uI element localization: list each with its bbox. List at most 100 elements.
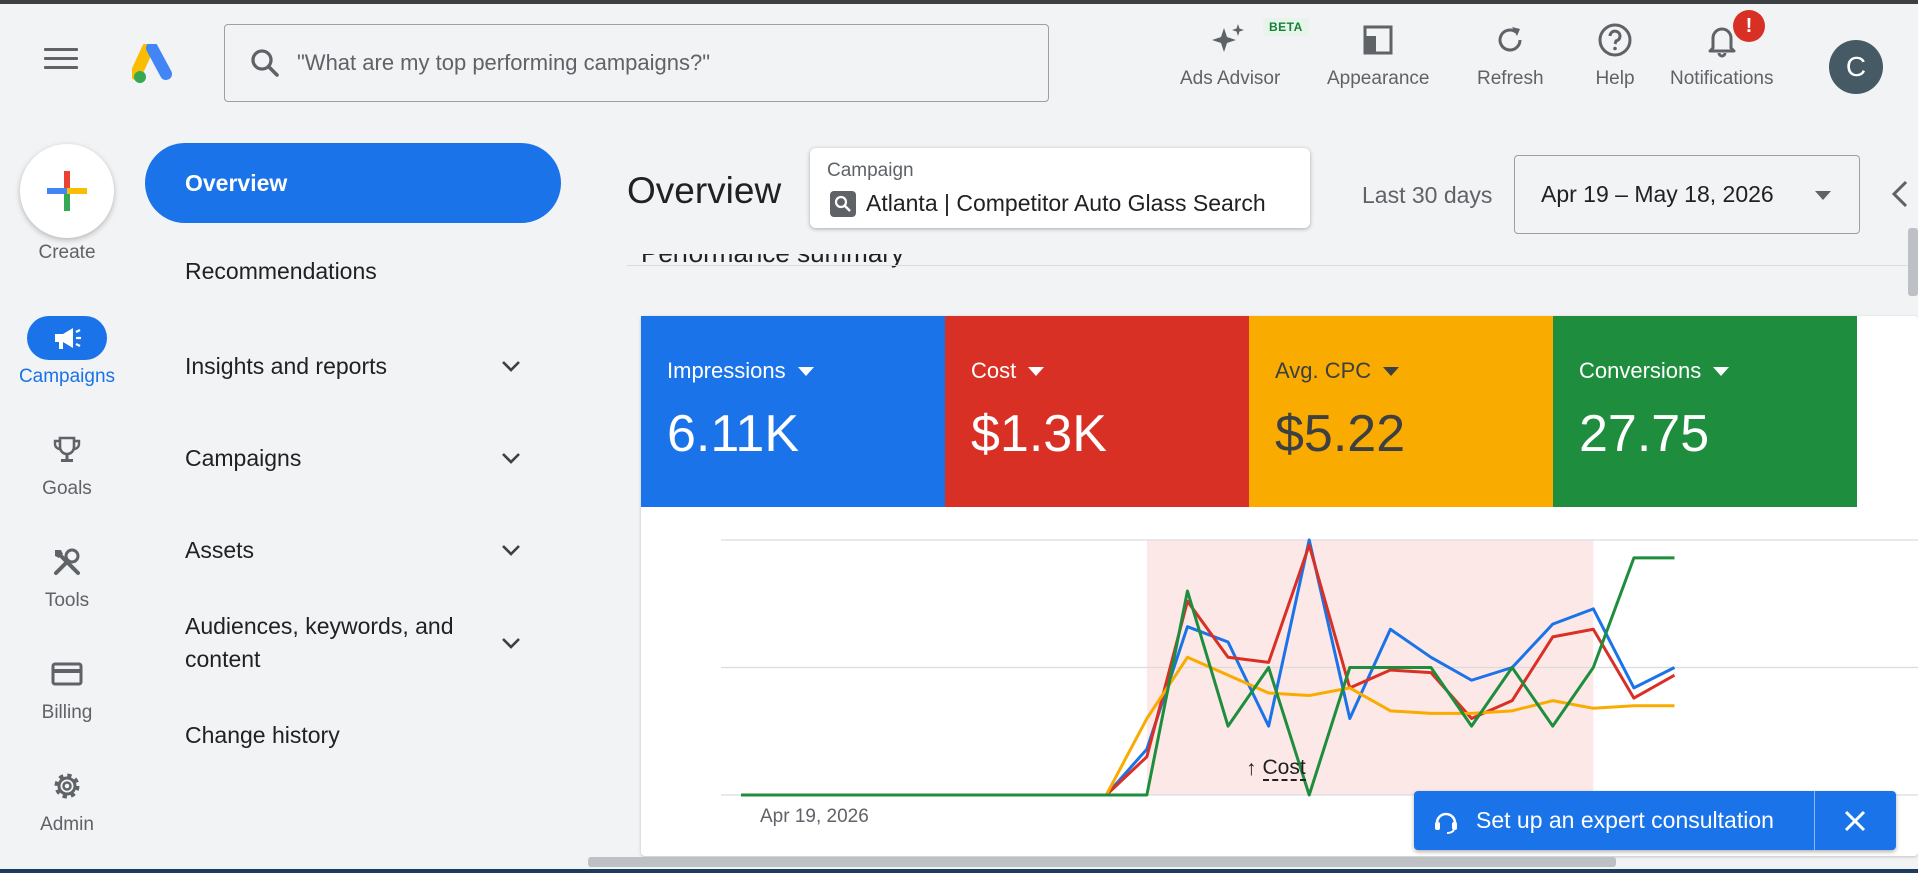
refresh-button[interactable]: Refresh [1477, 20, 1544, 90]
rail-label-goals: Goals [42, 478, 92, 499]
window-top-border [0, 0, 1918, 4]
google-ads-logo[interactable] [130, 42, 176, 84]
close-icon [1844, 810, 1866, 831]
date-range-picker[interactable]: Apr 19 – May 18, 2026 [1514, 155, 1860, 234]
metric-label-text: Cost [971, 358, 1017, 383]
notifications-button[interactable]: Notifications [1670, 20, 1774, 90]
metric-label-text: Impressions [667, 358, 786, 383]
metric-label-text: Conversions [1579, 358, 1702, 383]
megaphone-icon [55, 328, 81, 349]
metric-label-cost: Cost [971, 358, 1045, 384]
credit-card-icon [51, 662, 83, 686]
create-label: Create [38, 242, 96, 263]
beta-badge: BETA [1263, 18, 1309, 36]
create-button[interactable] [20, 144, 114, 238]
metric-value-impressions: 6.11K [667, 405, 800, 463]
x-axis-start-label: Apr 19, 2026 [760, 806, 869, 827]
notification-alert-badge: ! [1733, 10, 1765, 42]
consultation-button[interactable]: Set up an expert consultation [1414, 791, 1814, 850]
chevron-down-icon [502, 361, 520, 372]
campaign-selector-label: Campaign [827, 160, 914, 181]
metric-label-text: Avg. CPC [1275, 358, 1372, 383]
horizontal-scrollbar[interactable] [588, 857, 1616, 867]
refresh-label: Refresh [1477, 68, 1544, 89]
nav-label-insights-and-reports: Insights and reports [185, 352, 388, 379]
refresh-icon [1498, 27, 1522, 52]
chevron-down-icon [502, 453, 520, 464]
section-title: Performance summary [641, 254, 904, 280]
appearance-icon [1363, 25, 1393, 55]
dropdown-arrow-icon [1713, 366, 1730, 376]
top-bar: Ads Advisor BETA Appearance Refresh Help… [0, 4, 1918, 118]
help-button[interactable]: Help [1595, 20, 1635, 90]
campaign-selector-value: Atlanta | Competitor Auto Glass Search [866, 190, 1266, 216]
page-title: Overview [627, 170, 782, 211]
notifications-label: Notifications [1670, 68, 1774, 89]
dropdown-arrow-icon [1383, 366, 1400, 376]
rail-icon-slot [27, 652, 107, 696]
chevron-down-icon [502, 638, 520, 649]
nav-item-overview[interactable]: Overview [145, 143, 561, 223]
rail-label-admin: Admin [40, 814, 94, 835]
menu-bar [44, 66, 78, 69]
tools-icon [54, 548, 80, 575]
search-input[interactable] [297, 50, 997, 76]
date-range-value: Apr 19 – May 18, 2026 [1541, 181, 1774, 207]
header-divider [627, 265, 1918, 266]
rail-icon-pill [27, 316, 107, 360]
appearance-button[interactable]: Appearance [1327, 20, 1429, 90]
ads-advisor-button[interactable]: Ads Advisor [1180, 20, 1280, 90]
rail-item-billing[interactable]: Billing [0, 652, 134, 724]
rail-label-tools: Tools [44, 590, 90, 611]
nav-item-assets[interactable]: Assets [185, 536, 525, 564]
series-line-conversions[interactable] [741, 556, 1675, 797]
rail-item-campaigns[interactable]: Campaigns [0, 316, 134, 388]
search-icon [251, 49, 279, 77]
appearance-label: Appearance [1327, 68, 1430, 89]
headset-icon [1435, 812, 1457, 834]
rail-icon-slot [27, 764, 107, 808]
section-title-text: Performance summary [641, 254, 904, 276]
nav-label-recommendations: Recommendations [185, 258, 377, 284]
banner-divider [1814, 791, 1815, 850]
dropdown-arrow-icon [1815, 191, 1831, 200]
arrow-up-icon: ↑ [1246, 757, 1257, 780]
rail-label-campaigns: Campaigns [18, 366, 116, 387]
rail-item-tools[interactable]: Tools [0, 540, 134, 612]
nav-item-recommendations[interactable]: Recommendations [185, 258, 525, 285]
search-box[interactable] [224, 24, 1049, 102]
nav-item-change-history[interactable]: Change history [185, 722, 525, 749]
menu-bar [44, 57, 78, 60]
metric-conversions[interactable]: Conversions 27.75 [1553, 316, 1857, 507]
nav-item-insights-and-reports[interactable]: Insights and reports [185, 352, 525, 380]
chevron-left-icon[interactable] [1888, 176, 1912, 212]
metric-impressions[interactable]: Impressions 6.11K [641, 316, 945, 507]
gear-icon [54, 773, 80, 799]
close-banner-button[interactable] [1815, 791, 1895, 850]
help-label: Help [1595, 68, 1635, 89]
menu-bar [44, 48, 78, 51]
vertical-scrollbar[interactable] [1908, 228, 1918, 296]
cost-annotation[interactable]: ↑ Cost [1246, 757, 1306, 781]
metric-avg-cpc[interactable]: Avg. CPC $5.22 [1249, 316, 1553, 507]
rail-item-admin[interactable]: Admin [0, 764, 134, 836]
nav-item-audiences-keywords-content[interactable]: Audiences, keywords, and content [185, 610, 525, 676]
chevron-down-icon [502, 545, 520, 556]
metric-value-conversions: 27.75 [1579, 405, 1710, 463]
account-avatar[interactable]: C [1829, 40, 1883, 94]
metric-cost[interactable]: Cost $1.3K [945, 316, 1249, 507]
rail-item-goals[interactable]: Goals [0, 428, 134, 500]
performance-line-chart [721, 538, 1918, 797]
ads-advisor-label: Ads Advisor [1180, 68, 1281, 89]
campaign-selector[interactable]: Campaign Atlanta | Competitor Auto Glass… [810, 148, 1310, 228]
nav-item-campaigns[interactable]: Campaigns [185, 444, 525, 472]
rail-icon-slot [27, 540, 107, 584]
consultation-label: Set up an expert consultation [1476, 807, 1774, 833]
sparkle-icon [1212, 24, 1245, 52]
rail-label-billing: Billing [41, 702, 93, 723]
window-bottom-border [0, 869, 1918, 873]
rail-icon-slot [27, 428, 107, 472]
metric-value-avg-cpc: $5.22 [1275, 405, 1406, 463]
main-menu-button[interactable] [44, 48, 78, 76]
expert-consultation-banner: Set up an expert consultation [1414, 791, 1896, 850]
